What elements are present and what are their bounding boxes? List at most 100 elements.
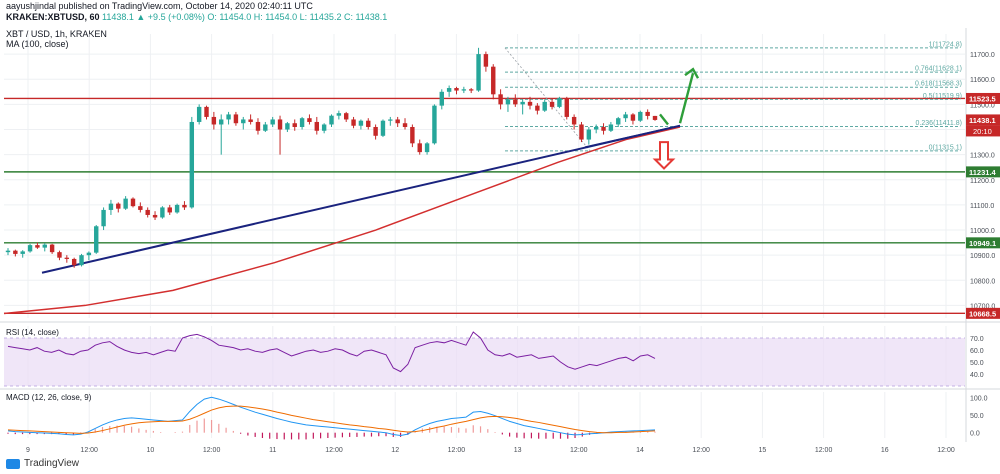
candle-body (564, 98, 569, 117)
candle-body (410, 126, 415, 144)
macd-pane: 0.0 50.0 100.0 MACD (12, 26, close, 9) (6, 393, 988, 440)
candle-body (380, 120, 386, 136)
candle (402, 118, 408, 130)
time-tick-label: 12:00 (570, 447, 588, 454)
candle (64, 255, 70, 263)
candle-body (513, 99, 518, 105)
fib-level-label: 0.236(11411.8) (916, 120, 962, 127)
rsi-line (7, 331, 656, 373)
candle-body (71, 258, 77, 266)
candle (241, 116, 246, 130)
candle-body (94, 226, 99, 253)
candle-body (196, 106, 202, 122)
price-tag-bg (966, 114, 1000, 126)
time-tick-label: 14 (636, 447, 644, 454)
candle-body (167, 207, 172, 213)
rsi-tick-label: 40.0 (970, 372, 984, 379)
candle-body (138, 206, 143, 210)
candle (623, 111, 628, 122)
candle (204, 105, 209, 120)
candle-body (321, 124, 327, 131)
candle (182, 201, 187, 210)
candle-body (630, 114, 636, 121)
candle-body (424, 143, 430, 153)
candle-body (336, 113, 342, 116)
candle (439, 89, 444, 110)
candle-body (358, 120, 364, 126)
price-tag-label: 11438.1 (969, 116, 996, 125)
candle-body (27, 245, 33, 252)
candle-body (248, 119, 253, 122)
candle (557, 96, 562, 109)
candle-body (79, 255, 84, 266)
price-tag-label: 10668.5 (969, 309, 996, 318)
candle-body (307, 118, 312, 122)
candle (454, 86, 459, 95)
tradingview-logo[interactable]: TradingView (6, 458, 79, 469)
candle (189, 116, 195, 209)
candle (417, 139, 422, 155)
candle (270, 116, 275, 127)
candle (20, 250, 25, 258)
time-tick-label: 12:00 (692, 447, 710, 454)
candle-body (299, 118, 305, 127)
candle (645, 109, 650, 120)
price-tick-label: 11600.0 (970, 77, 995, 84)
candle (336, 110, 342, 120)
price-tag-label: 10949.1 (969, 239, 996, 248)
candle-body (527, 101, 533, 106)
candle (410, 124, 415, 148)
candle-body (571, 116, 577, 125)
price-tick-label: 10700.0 (970, 303, 995, 310)
macd-tick-label: 0.0 (970, 431, 980, 438)
time-tick-label: 16 (881, 447, 889, 454)
candle-body (233, 114, 239, 124)
candle (593, 124, 599, 134)
candle (321, 123, 327, 134)
candle (652, 115, 658, 121)
candle (116, 202, 121, 213)
price-tag-label: 11523.5 (969, 94, 996, 103)
candle-body (483, 54, 489, 67)
time-axis: 9 12:00 10 12:00 11 12:00 12 12:00 13 12:00 14 12:0… (26, 447, 955, 454)
time-tick-label: 12:00 (325, 447, 343, 454)
rsi-pane: 40.0 50.0 60.0 70.0 RSI (14, close) (4, 328, 984, 387)
candle (292, 119, 297, 131)
candle-body (593, 126, 599, 130)
candle (586, 126, 592, 145)
candle (255, 118, 261, 135)
candle (174, 203, 180, 214)
time-tick-label: 12:00 (80, 447, 98, 454)
price-tick-label: 11500.0 (970, 102, 995, 109)
candle-body (64, 257, 70, 259)
candle-body (402, 123, 408, 127)
horizontal-levels (4, 97, 965, 315)
candle-body (476, 54, 481, 91)
candle (549, 98, 555, 110)
ma-100-line (3, 126, 681, 315)
candle (314, 116, 320, 135)
candle (196, 104, 202, 125)
fib-level-label: 1(11724.8) (929, 41, 962, 48)
candle (42, 243, 47, 252)
candle (71, 257, 77, 268)
symbol-line: KRAKEN:XBTUSD, 60 (6, 12, 100, 22)
candle (395, 116, 400, 127)
candle (630, 113, 636, 125)
price-tick-label: 11100.0 (970, 203, 994, 210)
time-tick-label: 12:00 (937, 447, 955, 454)
price-tick-label: 11000.0 (970, 228, 995, 235)
candle (263, 121, 268, 133)
candle-body (520, 101, 525, 105)
fib-level-label: 0.5(11519.9) (923, 93, 962, 100)
candle-body (366, 120, 371, 127)
time-tick-label: 12 (391, 447, 399, 454)
time-tick-label: 15 (759, 447, 767, 454)
price-tag-label: 11231.4 (969, 168, 997, 177)
price-tag-bg (966, 92, 1000, 104)
candle-body (388, 119, 393, 121)
candle (79, 253, 84, 267)
rsi-band (4, 338, 965, 386)
candle (476, 47, 481, 92)
